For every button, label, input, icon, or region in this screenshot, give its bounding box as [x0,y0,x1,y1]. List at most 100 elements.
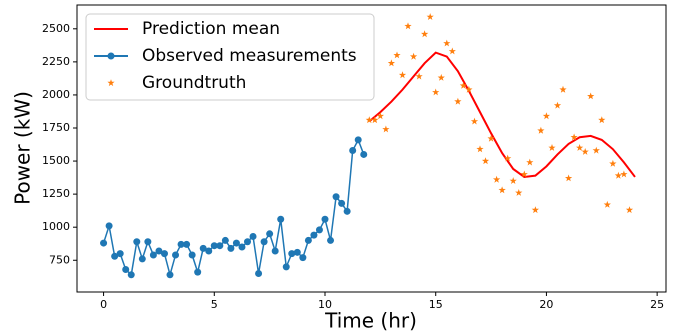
star-point [581,148,589,155]
star-point [542,112,550,120]
star-point [531,206,539,214]
star-point [603,200,611,208]
star-point [376,112,384,120]
star-point [404,22,412,30]
point [221,236,229,244]
point [205,247,213,255]
point [227,244,235,252]
star-point [487,134,495,142]
point [100,239,108,247]
star-point [565,174,573,182]
point [149,251,157,259]
star-point [421,30,429,38]
point [216,242,224,250]
star-point [537,126,545,134]
y-tick-label: 1750 [42,121,70,134]
star-point [382,125,390,133]
star-point [592,146,600,154]
star-point [448,47,456,55]
x-tick-label: 5 [211,298,218,311]
star-point [515,189,523,196]
point [105,222,113,230]
point [249,232,257,240]
y-tick-label: 2250 [42,55,70,68]
star-point [410,52,418,60]
star-point [576,144,584,151]
y-tick-label: 1000 [42,220,70,233]
point [354,136,362,144]
point [238,243,246,251]
point [138,255,146,263]
star-point [520,170,528,178]
x-tick-label: 10 [318,298,332,311]
star-point [426,13,434,20]
point [360,150,368,158]
x-axis-label: Time (hr) [324,309,417,333]
star-point [398,71,407,79]
y-axis-label: Power (kW) [11,91,35,205]
point [144,238,152,246]
star-point [443,39,451,47]
y-tick-label: 1250 [42,187,70,200]
star-point [620,170,628,178]
point [160,250,168,258]
point [338,199,346,207]
point [304,236,312,244]
plot-frame [76,4,667,293]
point [310,231,318,239]
star-point [454,97,462,105]
x-tick-label: 25 [650,298,664,311]
star-point [509,177,517,184]
star-point [498,186,506,194]
star-point [598,116,606,124]
x-tick-label: 0 [100,298,107,311]
point [266,230,274,238]
x-tick-label: 20 [539,298,553,311]
legend-box [85,13,375,101]
point [122,266,130,274]
star-point [371,116,379,124]
point [277,215,285,223]
legend-marker [107,79,115,87]
star-point [570,133,578,141]
y-tick-label: 2000 [42,88,70,101]
point [327,236,335,244]
point [299,254,307,262]
point [166,271,174,279]
y-tick-label: 750 [49,253,70,266]
star-point [387,59,395,67]
x-tick-label: 15 [429,298,443,311]
star-point [476,145,484,153]
legend-marker [107,52,115,60]
star-point [625,206,634,214]
point [260,238,268,246]
point [232,239,240,247]
point [293,248,301,256]
point [244,238,251,246]
star-point [393,51,401,59]
star-point [481,157,490,165]
point [282,263,290,271]
star-point [432,88,440,96]
point [210,242,218,250]
star-point [609,159,617,167]
series-line [368,51,636,178]
legend-label: Groundtruth [142,73,246,93]
star-point [587,92,595,100]
point [332,193,340,201]
point [271,247,279,255]
star-point [559,85,567,93]
point [315,226,323,234]
star-point [437,73,445,81]
star-point [526,158,534,166]
point [188,251,196,259]
star-point [465,85,473,93]
point [133,238,141,246]
point [111,252,119,260]
star-point [493,175,501,183]
point [155,247,163,255]
point [127,271,135,279]
point [177,240,185,248]
legend-label: Observed measurements [142,46,357,66]
